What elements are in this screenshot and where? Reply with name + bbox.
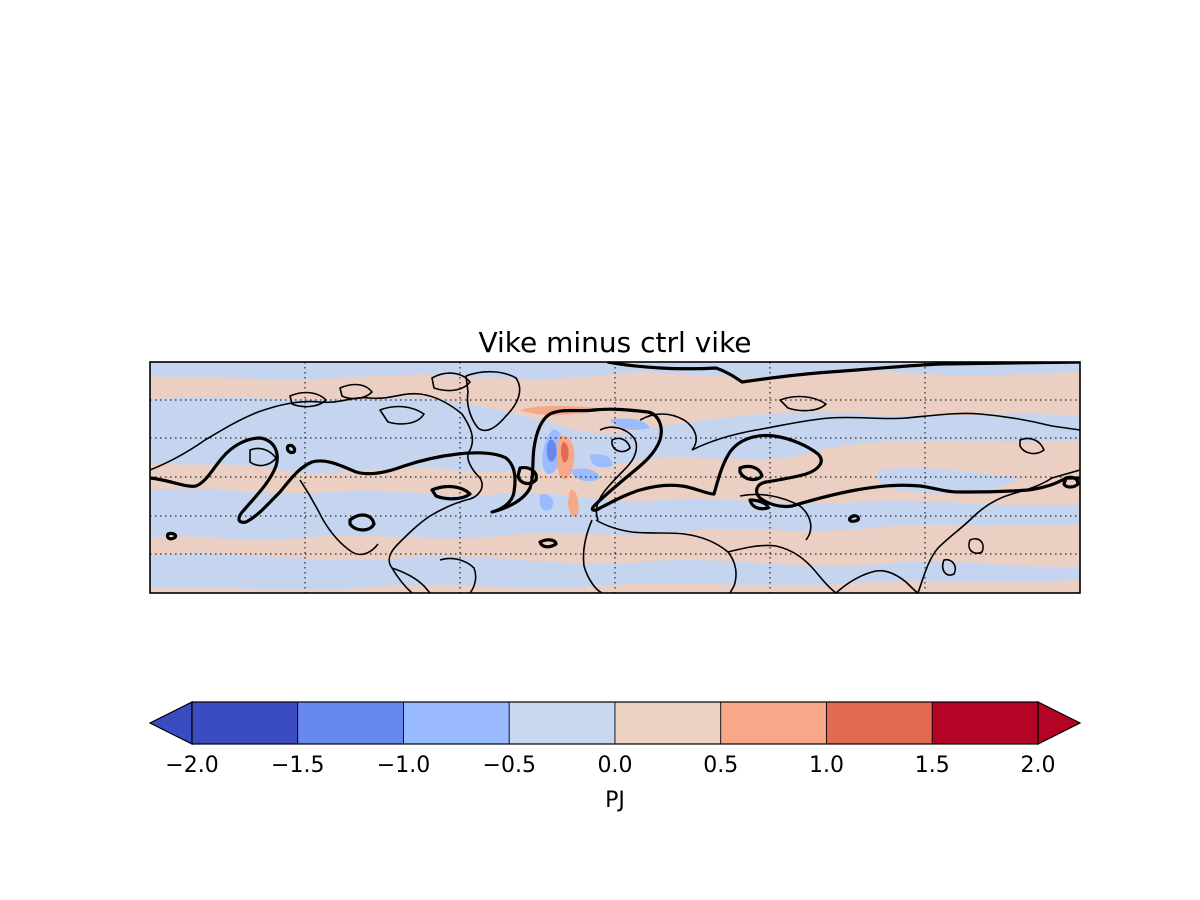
colorbar-underflow-triangle [148,701,193,745]
colorbar-segment [614,701,722,745]
colorbar-segment [826,701,933,745]
colorbar-tick-label: −1.0 [377,753,430,778]
anomaly-field [150,362,1080,593]
colorbar-label: PJ [605,788,625,813]
map-title: Vike minus ctrl vike [478,326,751,359]
thick-contour [150,362,1080,549]
colorbar-segment [931,701,1039,745]
colorbar-frame [191,701,1039,745]
gridlines [150,362,1080,593]
colorbar-tick-label: 1.0 [809,753,844,778]
colorbar-tick-label: 0.5 [703,753,738,778]
colorbar-segment [720,701,827,745]
colorbar-tick-label: 1.5 [915,753,950,778]
map-frame [149,361,1081,594]
colorbar-tick-label: −2.0 [165,753,218,778]
colorbar: −2.0 −1.5 −1.0 −0.5 0.0 0.5 1.0 1.5 2.0 PJ [148,701,1082,813]
colorbar-segment [403,701,510,745]
colorbar-overflow-triangle [1037,701,1082,745]
colorbar-segment [191,701,299,745]
colorbar-segment [508,701,616,745]
colorbar-tick-label: 2.0 [1021,753,1056,778]
colorbar-segment [297,701,404,745]
colorbar-tick-label: −1.5 [271,753,324,778]
colorbar-tick-label: −0.5 [483,753,536,778]
colorbar-segments [191,701,1039,745]
colorbar-tick-label: 0.0 [598,753,633,778]
map-panel [149,361,1081,594]
strong-anomaly-patches [520,406,650,517]
colorbar-ticks: −2.0 −1.5 −1.0 −0.5 0.0 0.5 1.0 1.5 2.0 [165,753,1055,778]
